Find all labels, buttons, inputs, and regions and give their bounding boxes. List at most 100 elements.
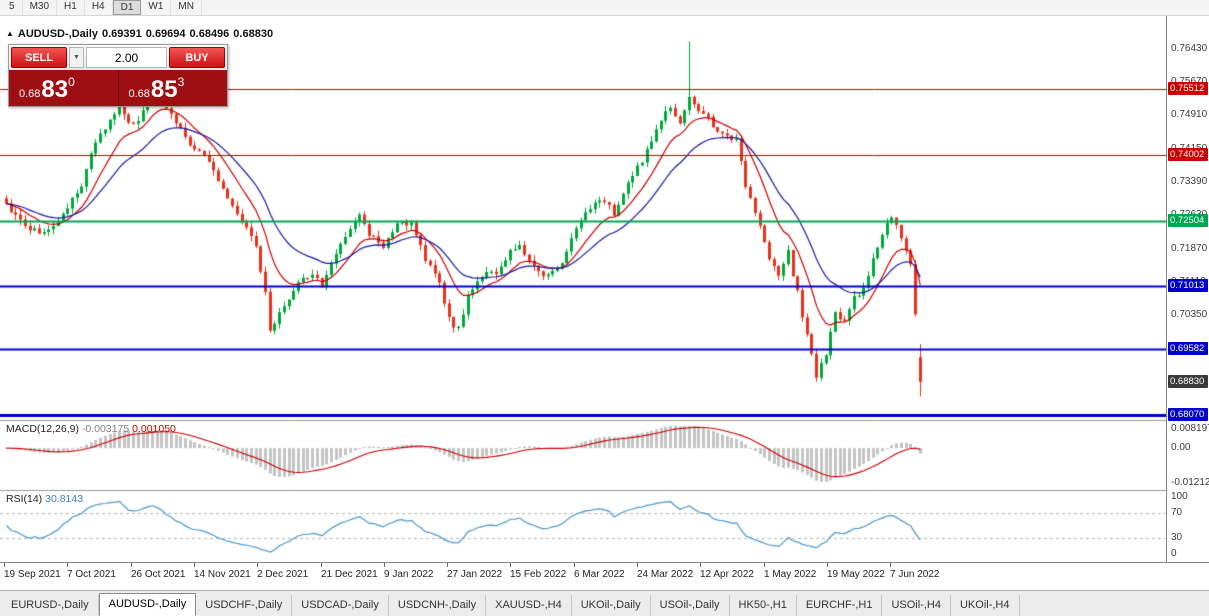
date-label: 7 Jun 2022: [890, 569, 940, 580]
volume-input[interactable]: [86, 47, 167, 68]
date-tick: [447, 563, 448, 567]
date-label: 19 May 2022: [827, 569, 885, 580]
sell-price-prefix: 0.68: [19, 88, 41, 100]
sell-button[interactable]: SELL: [11, 47, 67, 68]
date-tick: [700, 563, 701, 567]
chart-tab-usdcad-daily[interactable]: USDCAD-,Daily: [292, 595, 389, 616]
axis-price-label: 0.71870: [1171, 243, 1208, 254]
rsi-axis-label: 30: [1171, 532, 1183, 543]
date-label: 27 Jan 2022: [447, 569, 503, 580]
trade-prices-row: 0.68 83 0 0.68 85 3: [9, 70, 227, 106]
chart-symbol-icon: ▲: [6, 29, 14, 38]
date-label: 7 Oct 2021: [67, 569, 116, 580]
timeframe-button-h1[interactable]: H1: [57, 0, 85, 15]
chart-tab-usdcnh-daily[interactable]: USDCNH-,Daily: [389, 595, 487, 616]
chart-tabs: EURUSD-,Daily AUDUSD-,Daily USDCHF-,Daily U…: [0, 590, 1209, 616]
rsi-title: RSI(14): [6, 493, 43, 505]
timeframe-button-mn[interactable]: MN: [171, 0, 202, 15]
macd-value-main: -0.003175: [81, 423, 130, 435]
chart-tab-ukoil-daily[interactable]: UKOil-,Daily: [572, 595, 651, 616]
rsi-axis-label: 70: [1171, 507, 1183, 518]
rsi-indicator-label: RSI(14) 30.8143: [6, 493, 83, 505]
date-tick: [510, 563, 511, 567]
axis-price-label: 0.74910: [1171, 109, 1208, 120]
ohlc-low: 0.68496: [189, 28, 230, 40]
macd-indicator-label: MACD(12,26,9) -0.003175 0.001050: [6, 423, 176, 435]
chart-header: ▲ AUDUSD-,Daily 0.69391 0.69694 0.68496 0.688…: [6, 28, 277, 40]
volume-dropdown-button[interactable]: ▼: [69, 47, 84, 68]
price-axis: 0.764300.756700.749100.741500.733900.726…: [1166, 16, 1209, 562]
axis-price-label: 0.70350: [1171, 309, 1208, 320]
sell-price-sup: 0: [68, 75, 75, 89]
chart-area: 0.764300.756700.749100.741500.733900.726…: [0, 16, 1209, 562]
rsi-axis-label: 100: [1171, 491, 1188, 502]
date-tick: [890, 563, 891, 567]
chart-tab-eurchf-h1[interactable]: EURCHF-,H1: [797, 595, 883, 616]
chart-canvas[interactable]: [0, 16, 1166, 562]
macd-title: MACD(12,26,9): [6, 423, 79, 435]
date-label: 6 Mar 2022: [574, 569, 625, 580]
date-axis: 19 Sep 2021 7 Oct 2021 26 Oct 2021 14 Nov 2…: [0, 562, 1209, 590]
chart-tab-xauusd-h4[interactable]: XAUUSD-,H4: [486, 595, 572, 616]
ohlc-close: 0.68830: [233, 28, 274, 40]
axis-price-label: 0.75670: [1171, 76, 1207, 87]
chevron-down-icon: ▼: [73, 54, 80, 61]
chart-tab-hk50-h1[interactable]: HK50-,H1: [730, 595, 797, 616]
rsi-axis-label: 0: [1171, 548, 1177, 559]
date-label: 14 Nov 2021: [194, 569, 251, 580]
date-tick: [764, 563, 765, 567]
date-label: 24 Mar 2022: [637, 569, 694, 580]
date-label: 21 Dec 2021: [321, 569, 378, 580]
chart-tab-audusd-daily[interactable]: AUDUSD-,Daily: [98, 593, 197, 616]
buy-price-prefix: 0.68: [128, 88, 150, 100]
axis-price-label: 0.76430: [1171, 43, 1208, 54]
chart-tab-eurusd-daily[interactable]: EURUSD-,Daily: [2, 595, 99, 616]
macd-value-signal: 0.001050: [132, 423, 176, 435]
timeframe-button-m30[interactable]: M30: [23, 0, 58, 15]
date-tick: [4, 563, 5, 567]
timeframe-button-h4[interactable]: H4: [85, 0, 113, 15]
one-click-trading-panel: SELL ▼ BUY 0.68 83 0 0.68 85 3: [8, 44, 228, 107]
level-price-badge: 0.74002: [1168, 148, 1208, 161]
timeframe-button-5[interactable]: 5: [2, 0, 23, 15]
date-tick: [257, 563, 258, 567]
date-tick: [574, 563, 575, 567]
chart-tab-usdchf-daily[interactable]: USDCHF-,Daily: [196, 595, 293, 616]
ohlc-open: 0.69391: [102, 28, 142, 40]
date-tick: [384, 563, 385, 567]
date-tick: [827, 563, 828, 567]
date-label: 9 Jan 2022: [384, 569, 434, 580]
date-label: 12 Apr 2022: [700, 569, 754, 580]
trade-controls-row: SELL ▼ BUY: [9, 45, 227, 70]
timeframe-button-d1[interactable]: D1: [112, 0, 142, 15]
sell-price-big: 83: [41, 76, 69, 103]
sell-price[interactable]: 0.68 83 0: [9, 70, 118, 106]
buy-price-big: 85: [150, 76, 178, 103]
macd-axis-label: 0.008197: [1171, 423, 1209, 434]
level-price-badge: 0.72504: [1168, 214, 1208, 227]
timeframe-button-w1[interactable]: W1: [141, 0, 172, 15]
date-tick: [637, 563, 638, 567]
chart-tab-ukoil-h4[interactable]: UKOil-,H4: [951, 595, 1020, 616]
date-label: 15 Feb 2022: [510, 569, 567, 580]
date-tick: [67, 563, 68, 567]
buy-price[interactable]: 0.68 85 3: [117, 70, 228, 106]
date-tick: [321, 563, 322, 567]
level-price-badge: 0.75512: [1168, 82, 1208, 95]
macd-axis-label: 0.00: [1171, 442, 1191, 453]
rsi-value: 30.8143: [45, 493, 84, 505]
date-label: 2 Dec 2021: [257, 569, 309, 580]
chart-tab-usoil-h4[interactable]: USOil-,H4: [882, 595, 951, 616]
current-price-badge: 0.68830: [1168, 375, 1208, 388]
buy-button[interactable]: BUY: [169, 47, 225, 68]
date-label: 1 May 2022: [764, 569, 817, 580]
chart-tab-usoil-daily[interactable]: USOil-,Daily: [651, 595, 730, 616]
macd-axis-label: -0.01212: [1171, 477, 1209, 488]
buy-price-sup: 3: [177, 75, 185, 89]
date-tick: [131, 563, 132, 567]
level-price-badge: 0.69582: [1168, 342, 1208, 355]
level-price-badge: 0.68070: [1168, 408, 1208, 421]
chart-symbol-name: AUDUSD-,Daily: [17, 28, 98, 40]
date-tick: [194, 563, 195, 567]
